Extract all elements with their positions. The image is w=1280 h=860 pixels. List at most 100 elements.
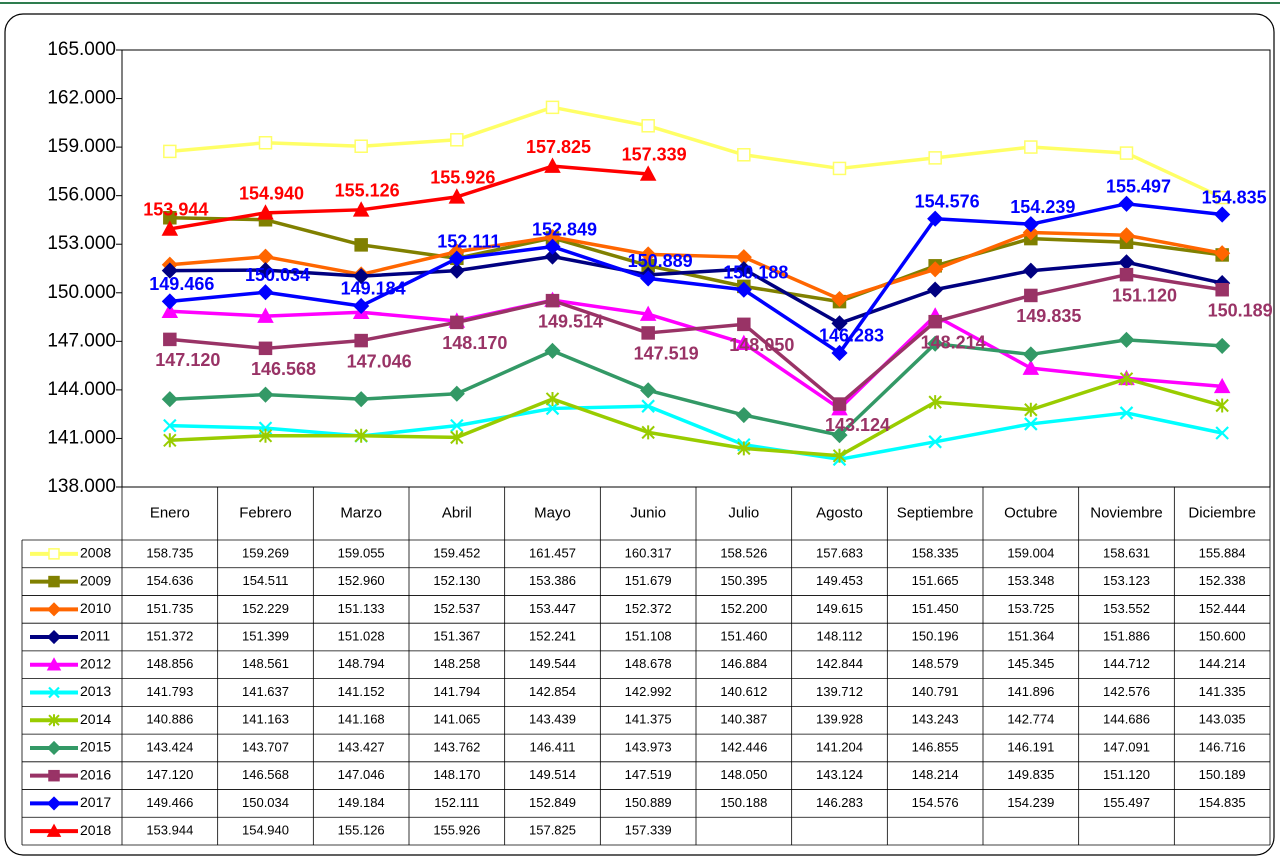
table-cell: 141.065 bbox=[433, 712, 480, 727]
marker bbox=[257, 248, 274, 265]
marker bbox=[1119, 146, 1134, 160]
x-tick-label: Febrero bbox=[239, 504, 292, 521]
marker bbox=[352, 201, 370, 217]
series-line bbox=[169, 272, 1223, 406]
y-tick-label: 150.000 bbox=[47, 282, 116, 303]
marker bbox=[832, 448, 847, 463]
table-cell: 151.364 bbox=[1007, 628, 1054, 643]
marker bbox=[641, 326, 655, 340]
legend-label: 2017 bbox=[80, 794, 111, 810]
table-cell: 143.124 bbox=[816, 767, 863, 782]
marker bbox=[1022, 359, 1040, 375]
marker bbox=[1215, 398, 1229, 413]
marker bbox=[1215, 426, 1229, 440]
table-cell: 146.716 bbox=[1199, 739, 1246, 754]
table-cell: 139.928 bbox=[816, 712, 863, 727]
table-cell: 154.576 bbox=[912, 795, 959, 810]
legend-marker bbox=[48, 714, 60, 727]
x-tick-label: Agosto bbox=[816, 504, 863, 521]
legend-marker bbox=[48, 548, 60, 560]
marker bbox=[450, 315, 464, 330]
marker bbox=[1118, 227, 1135, 244]
data-label: 150.189 bbox=[1208, 300, 1273, 320]
data-label: 152.849 bbox=[532, 219, 597, 239]
table-cell: 153.552 bbox=[1103, 601, 1150, 616]
table-cell: 140.886 bbox=[146, 712, 193, 727]
table-cell: 153.944 bbox=[146, 823, 193, 838]
table-cell: 143.707 bbox=[242, 739, 289, 754]
marker bbox=[258, 136, 273, 150]
y-tick-label: 138.000 bbox=[47, 476, 116, 497]
marker bbox=[544, 342, 561, 359]
table-cell: 142.844 bbox=[816, 656, 863, 671]
table-cell: 143.973 bbox=[625, 739, 672, 754]
marker bbox=[831, 315, 848, 332]
y-tick-label: 141.000 bbox=[47, 427, 116, 448]
data-label: 148.214 bbox=[921, 332, 986, 352]
marker bbox=[1024, 140, 1038, 154]
legend-label: 2011 bbox=[80, 628, 110, 644]
legend-marker bbox=[46, 740, 62, 756]
x-tick-label: Noviembre bbox=[1090, 504, 1163, 521]
marker bbox=[257, 307, 274, 323]
table-cell: 148.214 bbox=[912, 767, 959, 782]
marker bbox=[1022, 346, 1039, 363]
marker bbox=[544, 238, 561, 255]
table-cell: 155.884 bbox=[1199, 545, 1246, 560]
table-cell: 152.537 bbox=[433, 601, 480, 616]
table-cell: 142.446 bbox=[720, 739, 767, 754]
table-cell: 151.399 bbox=[242, 628, 289, 643]
legend-marker bbox=[48, 686, 60, 699]
marker bbox=[354, 238, 368, 252]
table-cell: 152.338 bbox=[1199, 573, 1246, 588]
table-cell: 148.112 bbox=[816, 628, 862, 643]
table-cell: 147.046 bbox=[338, 767, 385, 782]
y-tick-label: 159.000 bbox=[47, 136, 116, 157]
marker bbox=[545, 293, 560, 308]
legend-marker bbox=[46, 823, 62, 837]
marker bbox=[544, 157, 561, 173]
table-cell: 154.835 bbox=[1199, 795, 1246, 810]
marker bbox=[735, 334, 753, 350]
marker bbox=[161, 302, 179, 319]
legend-label: 2016 bbox=[80, 766, 111, 782]
data-label: 148.050 bbox=[729, 335, 794, 355]
table-cell: 151.460 bbox=[720, 628, 767, 643]
table-cell: 155.497 bbox=[1103, 795, 1150, 810]
y-tick-label: 144.000 bbox=[47, 379, 116, 400]
marker bbox=[161, 220, 179, 236]
table-cell: 149.615 bbox=[816, 601, 863, 616]
table-cell: 146.191 bbox=[1007, 739, 1054, 754]
marker bbox=[737, 441, 751, 456]
table-cell: 151.735 bbox=[146, 601, 193, 616]
marker bbox=[544, 248, 561, 265]
table-cell: 159.055 bbox=[338, 545, 385, 560]
table-cell: 139.712 bbox=[816, 684, 863, 699]
table-cell: 158.631 bbox=[1103, 545, 1150, 560]
marker bbox=[545, 401, 560, 416]
marker bbox=[735, 406, 752, 424]
table-cell: 151.367 bbox=[433, 628, 480, 643]
table-cell: 153.447 bbox=[529, 601, 576, 616]
marker bbox=[641, 425, 655, 440]
table-cell: 151.665 bbox=[912, 573, 959, 588]
table-cell: 146.411 bbox=[529, 739, 575, 754]
x-tick-label: Abril bbox=[442, 504, 472, 521]
table-cell: 144.712 bbox=[1103, 656, 1150, 671]
marker bbox=[161, 293, 178, 310]
table-cell: 141.794 bbox=[433, 684, 480, 699]
marker bbox=[639, 305, 657, 321]
table-cell: 149.184 bbox=[338, 795, 385, 810]
legend-label: 2012 bbox=[80, 655, 111, 671]
legend-marker bbox=[46, 796, 62, 811]
series-line bbox=[169, 338, 1223, 437]
table-cell: 141.204 bbox=[816, 739, 863, 754]
marker bbox=[1118, 331, 1135, 348]
marker bbox=[831, 290, 848, 308]
data-label: 155.126 bbox=[335, 181, 400, 201]
marker bbox=[1022, 262, 1039, 279]
table-cell: 142.576 bbox=[1103, 684, 1150, 699]
data-label: 154.940 bbox=[239, 184, 304, 204]
data-label: 150.889 bbox=[628, 251, 693, 271]
legend-marker bbox=[46, 602, 62, 617]
